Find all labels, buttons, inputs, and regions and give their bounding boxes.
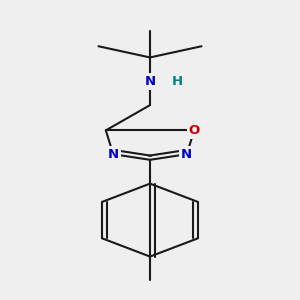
- Text: O: O: [188, 124, 200, 137]
- Text: N: N: [108, 148, 119, 161]
- Text: H: H: [172, 75, 183, 88]
- Text: N: N: [144, 75, 156, 88]
- Text: N: N: [181, 148, 192, 161]
- Text: N: N: [144, 75, 156, 88]
